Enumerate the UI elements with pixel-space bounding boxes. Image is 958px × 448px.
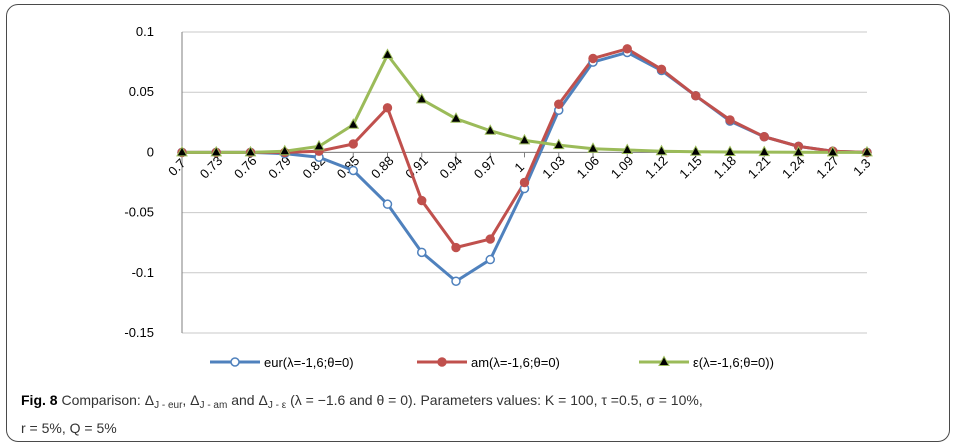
series-group xyxy=(176,44,873,286)
y-tick-label: 0 xyxy=(147,144,154,159)
data-point xyxy=(691,91,701,101)
caption-text-4: (λ = −1.6 and θ = 0). Parameters values:… xyxy=(286,392,703,408)
y-tick-label: 0.05 xyxy=(129,84,154,99)
legend-marker-2 xyxy=(658,355,670,366)
data-point xyxy=(484,124,497,135)
x-tick-label: 1.03 xyxy=(539,153,568,182)
data-point xyxy=(451,242,461,253)
data-point xyxy=(382,199,393,209)
y-axis-ticks: 0.1 0.05 0 -0.05 -0.1 -0.15 xyxy=(124,24,154,340)
data-point xyxy=(552,138,565,150)
figure-frame: 0.1 0.05 0 -0.05 -0.1 -0.15 0.7 0.73 0.76 0.79 0.… xyxy=(6,4,950,442)
data-point xyxy=(347,118,360,129)
x-tick-label: 0.94 xyxy=(437,153,466,182)
data-point xyxy=(724,145,736,157)
x-tick-label: 1.06 xyxy=(574,153,603,182)
data-point xyxy=(826,145,839,157)
legend-marker-0 xyxy=(230,357,240,367)
caption-sub-2: J - am xyxy=(199,400,228,411)
data-point xyxy=(451,276,461,286)
data-point xyxy=(656,64,667,75)
caption-sub-1: J - eur xyxy=(154,400,183,411)
data-point xyxy=(415,92,428,104)
data-point xyxy=(758,145,771,157)
caption-text-2: , Δ xyxy=(182,392,200,408)
x-tick-label: 1.12 xyxy=(642,153,671,182)
caption-line-2: r = 5%, Q = 5% xyxy=(21,420,117,436)
line-chart: 0.1 0.05 0 -0.05 -0.1 -0.15 0.7 0.73 0.76 0.79 0.… xyxy=(124,24,874,370)
x-tick-label: 1.24 xyxy=(779,153,808,182)
data-point xyxy=(518,133,531,145)
data-point xyxy=(725,115,735,125)
x-tick-label: 0.79 xyxy=(265,153,294,182)
data-point xyxy=(417,195,427,206)
data-point xyxy=(176,145,188,157)
x-tick-label: 0.76 xyxy=(231,153,260,182)
caption-text-3: and Δ xyxy=(227,392,268,408)
data-point xyxy=(519,177,530,188)
data-point xyxy=(244,145,257,157)
figure-caption: Fig. 8 Comparison: ΔJ - eur, ΔJ - am and… xyxy=(21,389,941,439)
legend-label-0: eur(λ=-1,6;θ=0) xyxy=(264,355,354,370)
x-tick-label: 1.27 xyxy=(813,153,842,182)
legend-label-2: ε(λ=-1,6;θ=0)) xyxy=(693,355,774,370)
data-point xyxy=(655,144,668,156)
x-tick-label: 1.21 xyxy=(745,153,774,182)
data-point xyxy=(485,254,495,265)
data-point xyxy=(381,48,394,59)
x-tick-label: 1.3 xyxy=(850,156,873,179)
x-tick-label: 1.18 xyxy=(711,153,740,182)
data-point xyxy=(759,132,769,142)
data-point xyxy=(622,44,632,54)
legend-marker-1 xyxy=(437,357,447,367)
data-point xyxy=(554,99,564,109)
data-point xyxy=(450,112,462,123)
data-point xyxy=(689,145,702,156)
x-tick-label: 0.88 xyxy=(368,153,397,182)
y-tick-label: -0.05 xyxy=(124,205,154,220)
x-axis: 0.7 0.73 0.76 0.79 0.82 0.85 0.88 0.91 0.94 0.97 1… xyxy=(165,151,874,182)
x-tick-label: 1 xyxy=(511,159,527,175)
x-tick-label: 0.73 xyxy=(197,153,226,182)
data-point xyxy=(382,103,393,113)
legend: eur(λ=-1,6;θ=0) am(λ=-1,6;θ=0) ε(λ=-1,6;θ=… xyxy=(210,355,774,370)
data-point xyxy=(313,139,325,151)
data-point xyxy=(348,139,358,149)
y-tick-label: -0.1 xyxy=(132,265,154,280)
y-tick-label: -0.15 xyxy=(124,325,154,340)
data-point xyxy=(792,145,805,157)
data-point xyxy=(588,53,598,64)
data-point xyxy=(417,247,427,258)
data-point xyxy=(348,165,358,176)
x-tick-label: 0.97 xyxy=(471,153,500,182)
x-tick-label: 0.7 xyxy=(165,156,188,179)
caption-text-1: Comparison: Δ xyxy=(57,392,155,408)
legend-label-1: am(λ=-1,6;θ=0) xyxy=(471,355,560,370)
caption-sub-3: J - ε xyxy=(267,400,287,411)
data-point xyxy=(210,145,223,157)
data-point xyxy=(278,144,291,156)
y-tick-label: 0.1 xyxy=(136,24,154,39)
figure-label: Fig. 8 xyxy=(21,392,58,408)
x-tick-label: 1.15 xyxy=(676,153,705,182)
data-point xyxy=(485,234,495,244)
data-point xyxy=(861,145,873,157)
data-point xyxy=(587,142,599,153)
x-tick-label: 1.09 xyxy=(608,153,637,182)
data-point xyxy=(621,143,634,154)
